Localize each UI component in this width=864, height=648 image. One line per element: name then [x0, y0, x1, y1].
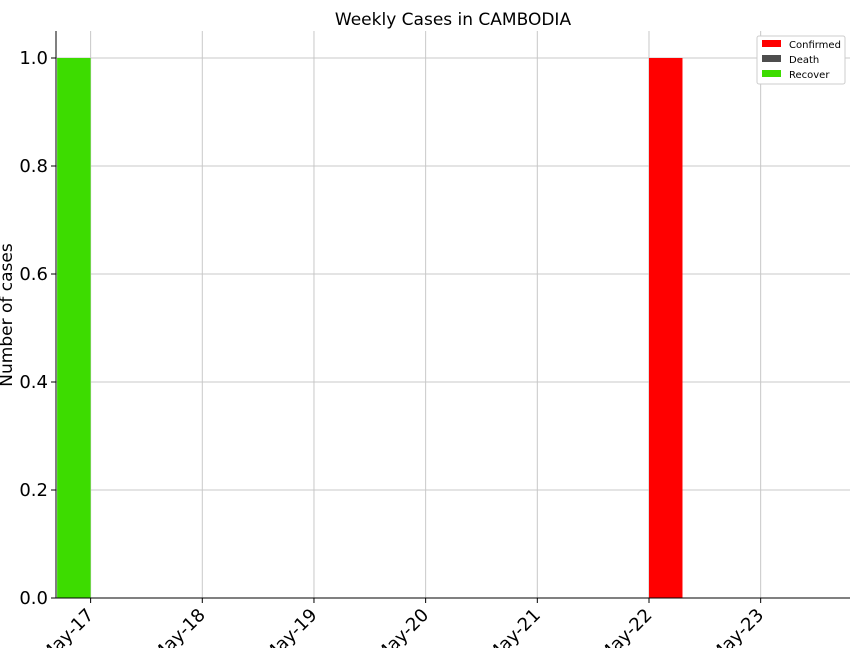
x-tick-label: May-18: [148, 605, 210, 648]
legend: Confirmed Death Recover: [756, 35, 846, 85]
x-tick-label: May-21: [483, 605, 545, 648]
legend-swatch-death: [762, 55, 781, 62]
grid-layer: [56, 31, 850, 599]
x-ticks: May-17 May-18 May-19 May-20 May-21 May-22 May-…: [36, 598, 768, 648]
y-axis-label: Number of cases: [0, 243, 17, 387]
legend-swatch-confirmed: [762, 40, 781, 47]
legend-label-death: Death: [789, 55, 819, 66]
y-tick-label: 0.2: [19, 480, 48, 501]
y-ticks: 0.0 0.2 0.4 0.6 0.8 1.0: [19, 48, 56, 609]
legend-label-recover: Recover: [789, 70, 830, 81]
x-tick-label: May-17: [36, 605, 98, 648]
chart-title: Weekly Cases in CAMBODIA: [335, 10, 572, 30]
axes-layer: [55, 31, 850, 599]
bar-recover: [57, 58, 91, 598]
x-tick-label: May-20: [371, 605, 433, 648]
bar-confirmed: [648, 58, 683, 598]
y-tick-label: 1.0: [19, 48, 48, 69]
y-tick-label: 0.8: [19, 156, 48, 177]
y-tick-label: 0.0: [19, 588, 48, 609]
bars-layer: [57, 58, 683, 598]
x-tick-label: May-19: [260, 605, 322, 648]
legend-label-confirmed: Confirmed: [789, 40, 841, 51]
x-tick-label: May-22: [595, 605, 657, 648]
y-tick-label: 0.4: [19, 372, 48, 393]
y-tick-label: 0.6: [19, 264, 48, 285]
x-tick-label: May-23: [706, 605, 768, 648]
legend-swatch-recover: [762, 70, 781, 77]
